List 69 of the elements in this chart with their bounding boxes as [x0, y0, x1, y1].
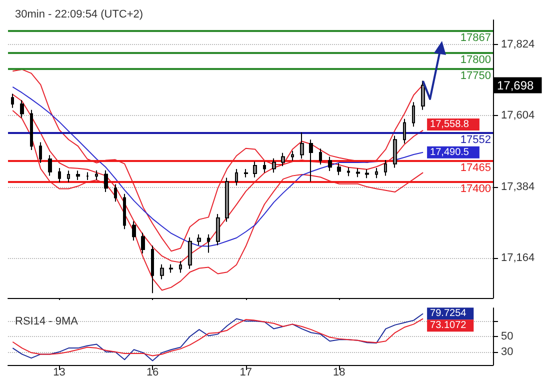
candlestick [412, 102, 415, 128]
candlestick [272, 158, 276, 174]
y-tick-label: 17,164 [501, 252, 535, 264]
ref-line-label: 17867 [460, 32, 491, 44]
candlestick [291, 150, 294, 162]
candlestick [141, 232, 145, 254]
candlestick [337, 162, 341, 176]
text: RSI14 - 9MA [15, 316, 79, 328]
candlestick [169, 264, 173, 274]
candlestick [20, 100, 24, 118]
candlestick [263, 161, 266, 174]
ref-line-label: 17750 [460, 70, 491, 82]
data-label: 17,558.8 [430, 118, 470, 130]
y-tick-label: 17,384 [501, 180, 535, 193]
candlestick [151, 245, 154, 294]
y-tick-label: 30 [501, 346, 514, 358]
candlestick [67, 170, 70, 183]
candlestick [225, 177, 229, 222]
candlestick [319, 148, 322, 165]
ref-line-label: 17465 [460, 162, 491, 174]
data-label: 17,490.5 [430, 146, 470, 158]
candlestick [244, 168, 248, 178]
candlestick [216, 213, 220, 246]
candlestick [76, 170, 80, 181]
candlestick [39, 142, 42, 164]
chart-title: 30min - 22:09:54 (UTC+2) [15, 8, 144, 20]
candlestick [421, 80, 425, 110]
candlestick [179, 260, 182, 274]
candlestick [95, 170, 98, 181]
candlestick [197, 234, 201, 246]
candlestick [123, 193, 126, 230]
line-series [12, 110, 424, 291]
candlestick [48, 154, 52, 176]
x-tick-label: 16 [146, 366, 159, 378]
candlestick [188, 237, 192, 270]
x-tick-label: 18 [332, 366, 346, 378]
candlestick [160, 264, 164, 280]
candlestick [347, 166, 350, 177]
ref-line-label: 17400 [460, 183, 491, 196]
candlestick [207, 234, 210, 254]
candlestick [309, 139, 313, 182]
candlestick [356, 168, 360, 178]
candlestick [132, 220, 136, 241]
x-tick-label: 17 [240, 366, 252, 378]
candlestick [300, 132, 304, 160]
candlestick [375, 168, 378, 179]
text: 17,698 [497, 78, 534, 92]
candlestick [384, 159, 387, 176]
data-label: 79.7254 [430, 308, 467, 320]
candlestick [86, 172, 89, 181]
candlestick [403, 118, 406, 144]
candlestick [253, 161, 257, 178]
ref-line-label: 17552 [460, 134, 491, 146]
y-tick-label: 50 [501, 330, 514, 342]
y-tick-label: 17,604 [501, 110, 535, 122]
y-tick-label: 17,824 [501, 38, 535, 51]
data-label: 73.1072 [430, 320, 467, 332]
candlestick [393, 135, 397, 168]
candlestick [58, 168, 61, 183]
candlestick [281, 152, 285, 167]
candlestick [30, 109, 33, 150]
candlestick [11, 93, 14, 108]
x-tick-label: 13 [53, 366, 66, 378]
candlestick [114, 184, 117, 202]
candlestick [104, 170, 108, 192]
candlestick [365, 168, 369, 179]
candlestick [235, 168, 238, 186]
candlestick [328, 156, 332, 172]
ref-line-label: 17800 [460, 54, 491, 66]
